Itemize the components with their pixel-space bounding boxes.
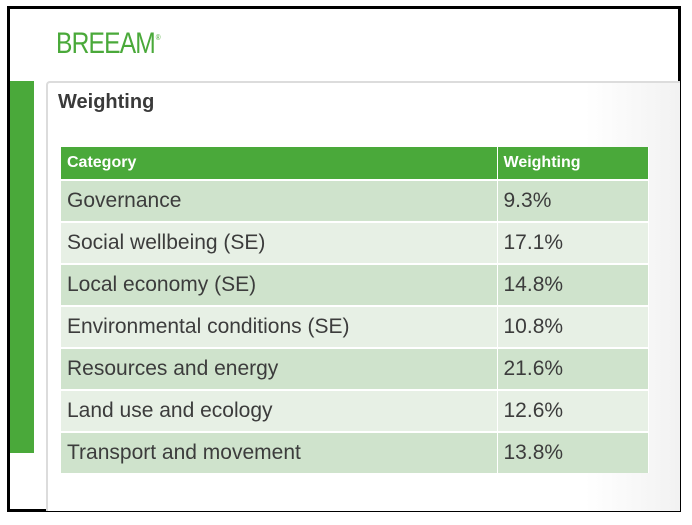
table-row: Resources and energy 21.6% xyxy=(61,347,649,390)
accent-bar xyxy=(10,81,34,453)
table-row: Local economy (SE) 14.8% xyxy=(61,263,649,306)
category-cell: Social wellbeing (SE) xyxy=(61,221,498,264)
table-row: Transport and movement 13.8% xyxy=(61,431,649,473)
weighting-cell: 12.6% xyxy=(497,389,649,432)
column-header-weighting: Weighting xyxy=(497,147,649,180)
column-header-category: Category xyxy=(61,147,498,180)
category-cell: Governance xyxy=(61,179,498,222)
table-row: Social wellbeing (SE) 17.1% xyxy=(61,221,649,264)
content-panel: Weighting Category Weighting Governance … xyxy=(46,81,680,511)
table-header-row: Category Weighting xyxy=(61,147,649,180)
weighting-cell: 14.8% xyxy=(497,263,649,306)
weighting-table: Category Weighting Governance 9.3% Socia… xyxy=(61,147,649,473)
category-cell: Land use and ecology xyxy=(61,389,498,432)
weighting-cell: 13.8% xyxy=(497,431,649,473)
registered-mark: ® xyxy=(155,33,161,42)
weighting-cell: 21.6% xyxy=(497,347,649,390)
logo-text: BREEAM xyxy=(56,27,156,60)
weighting-cell: 10.8% xyxy=(497,305,649,348)
table-row: Environmental conditions (SE) 10.8% xyxy=(61,305,649,348)
breeam-logo: BREEAM® xyxy=(56,27,161,61)
section-title: Weighting xyxy=(58,91,155,113)
table-row: Land use and ecology 12.6% xyxy=(61,389,649,432)
weighting-cell: 9.3% xyxy=(497,179,649,222)
weighting-cell: 17.1% xyxy=(497,221,649,264)
category-cell: Resources and energy xyxy=(61,347,498,390)
slide-frame: BREEAM® Weighting Category Weighting Gov… xyxy=(7,6,681,512)
category-cell: Environmental conditions (SE) xyxy=(61,305,498,348)
category-cell: Transport and movement xyxy=(61,431,498,473)
category-cell: Local economy (SE) xyxy=(61,263,498,306)
table-row: Governance 9.3% xyxy=(61,179,649,222)
